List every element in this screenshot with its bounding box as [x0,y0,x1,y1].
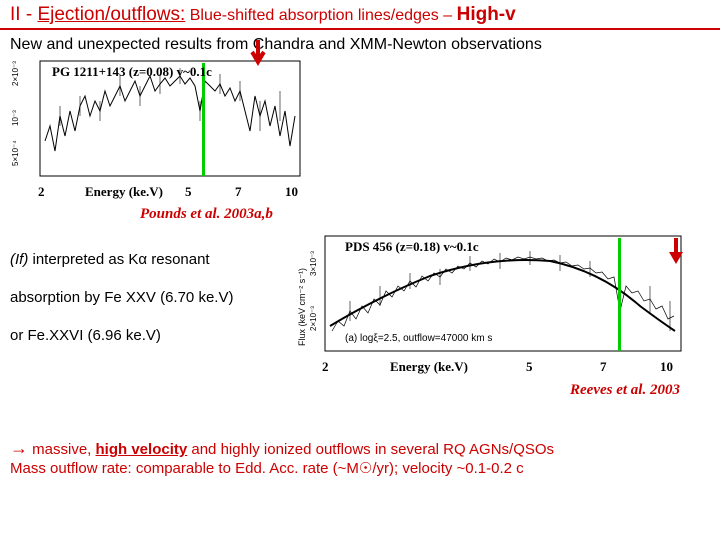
chart2-caption: Reeves et al. 2003 [570,382,680,399]
chart1-xtick-5: 5 [185,184,192,200]
interp-if: (If) [10,251,28,268]
interp-l1b: interpreted as Kα resonant [28,251,209,268]
chart2-green-line [618,238,621,351]
chart2-xtick-2: 2 [322,359,329,375]
svg-text:5×10⁻⁴: 5×10⁻⁴ [11,140,20,166]
interp-l1: (If) interpreted as Kα resonant [0,246,290,274]
header-underline: Ejection/outflows: [37,4,185,25]
chart2-label: PDS 456 (z=0.18) v~0.1c [345,239,479,255]
chart2-xtick-5: 5 [526,359,533,375]
chart2-xlabel: Energy (ke.V) [390,359,468,375]
chart-pds456: Flux (keV cm⁻² s⁻¹) 3×10⁻³ 2×10⁻³ PDS 45… [290,231,688,381]
chart1-xlabel: Energy (ke.V) [85,184,163,200]
concl-arrow: → [10,438,28,458]
interp-l3: or Fe.XXVI (6.96 ke.V) [0,322,290,350]
interp-l2: absorption by Fe XXV (6.70 ke.V) [0,284,290,312]
header-title: II - Ejection/outflows: Blue-shifted abs… [10,4,516,25]
charts-area: 2×10⁻³ 10⁻³ 5×10⁻⁴ PG 1211+143 (z=0.08) … [0,56,720,436]
chart-pg1211: 2×10⁻³ 10⁻³ 5×10⁻⁴ PG 1211+143 (z=0.08) … [10,56,310,206]
chart1-red-arrow [248,38,268,68]
chart2-xtick-7: 7 [600,359,607,375]
concl-hv: high velocity [96,441,188,458]
header-highv: High-v [457,4,516,25]
svg-text:3×10⁻³: 3×10⁻³ [309,251,318,276]
header-prefix: II - [10,4,37,25]
conclusion: → massive, high velocity and highly ioni… [0,436,720,479]
concl-l2: Mass outflow rate: comparable to Edd. Ac… [10,459,710,477]
chart1-label: PG 1211+143 (z=0.08) v~0.1c [52,64,212,80]
svg-text:10⁻³: 10⁻³ [11,110,20,126]
chart2-xtick-10: 10 [660,359,673,375]
chart2-inset: (a) logξ=2.5, outflow=47000 km s [345,333,492,344]
svg-text:2×10⁻³: 2×10⁻³ [309,306,318,331]
chart1-xtick-2: 2 [38,184,45,200]
concl-l1b: massive, [28,441,96,458]
header: II - Ejection/outflows: Blue-shifted abs… [0,0,720,30]
subtitle: New and unexpected results from Chandra … [0,30,720,56]
interp-block: (If) interpreted as Kα resonant absorpti… [0,246,290,350]
chart1-caption: Pounds et al. 2003a,b [140,206,273,223]
svg-text:Flux (keV cm⁻² s⁻¹): Flux (keV cm⁻² s⁻¹) [297,268,307,346]
chart1-xtick-7: 7 [235,184,242,200]
svg-text:2×10⁻³: 2×10⁻³ [11,61,20,86]
concl-l1d: and highly ionized outflows in several R… [187,441,554,458]
chart1-xtick-10: 10 [285,184,298,200]
header-middle: Blue-shifted absorption lines/edges – [185,7,456,24]
chart2-red-arrow [666,236,686,266]
concl-l1: → massive, high velocity and highly ioni… [10,438,710,459]
